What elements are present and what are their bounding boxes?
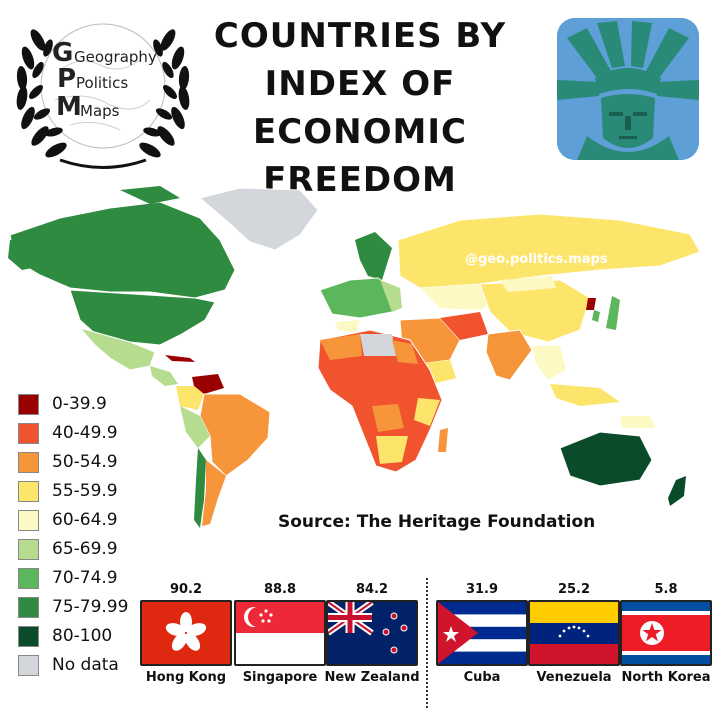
legend-label: 65-69.9 bbox=[52, 539, 118, 559]
legend-label: 55-59.9 bbox=[52, 481, 118, 501]
legend-swatch bbox=[18, 510, 39, 531]
legend-item: 75-79.99 bbox=[18, 595, 178, 619]
legend-swatch bbox=[18, 655, 39, 676]
venezuela-flag-icon bbox=[528, 600, 620, 666]
legend-label: 0-39.9 bbox=[52, 394, 107, 414]
legend-item: 70-74.9 bbox=[18, 566, 178, 590]
scandinavia bbox=[355, 232, 392, 280]
china bbox=[479, 279, 591, 343]
flag-score: 88.8 bbox=[263, 582, 297, 597]
legend-item: 0-39.9 bbox=[18, 392, 178, 416]
logo-letter-m: M bbox=[56, 92, 82, 122]
legend-label: 50-54.9 bbox=[52, 452, 118, 472]
logo-line-2: Politics bbox=[76, 74, 129, 92]
legend-item: 50-54.9 bbox=[18, 450, 178, 474]
gpm-logo: G Geography P Politics M Maps bbox=[0, 0, 210, 200]
india bbox=[485, 329, 533, 381]
source-label: Source: The Heritage Foundation bbox=[278, 512, 596, 532]
flag-score: 5.8 bbox=[654, 582, 678, 597]
flag-score: 25.2 bbox=[557, 582, 591, 597]
title-line-1: COUNTRIES BY bbox=[213, 16, 507, 56]
statue-of-liberty-icon bbox=[557, 18, 699, 160]
legend-swatch bbox=[18, 423, 39, 444]
logo-letter-g: G bbox=[52, 38, 74, 68]
legend-swatch bbox=[18, 597, 39, 618]
legend-label: No data bbox=[52, 655, 119, 675]
laurel-wreath-icon bbox=[16, 23, 190, 169]
divider bbox=[426, 578, 428, 708]
title-line-3: ECONOMIC FREEDOM bbox=[253, 112, 467, 200]
legend-item: 40-49.9 bbox=[18, 421, 178, 445]
flag-country-name: Singapore bbox=[242, 670, 318, 685]
new-zealand-flag-icon bbox=[326, 600, 418, 666]
cuba-flag-icon bbox=[436, 600, 528, 666]
legend-swatch bbox=[18, 452, 39, 473]
page-title: COUNTRIES BY INDEX OF ECONOMIC FREEDOM bbox=[170, 12, 550, 204]
legend-label: 70-74.9 bbox=[52, 568, 118, 588]
flag-country-name: North Korea bbox=[621, 670, 711, 685]
africa bbox=[317, 329, 443, 473]
australia bbox=[559, 431, 653, 487]
watermark: @geo.politics.maps bbox=[465, 252, 608, 267]
flag-country-name: New Zealand bbox=[324, 670, 420, 685]
legend-swatch bbox=[18, 481, 39, 502]
logo-line-1: Geography bbox=[74, 48, 157, 66]
flag-country-name: Cuba bbox=[463, 670, 501, 685]
legend-swatch bbox=[18, 626, 39, 647]
mexico bbox=[78, 327, 156, 371]
legend-swatch bbox=[18, 568, 39, 589]
logo-line-3: Maps bbox=[80, 102, 120, 120]
title-line-2: INDEX OF bbox=[264, 64, 456, 104]
legend-item: 80-100 bbox=[18, 624, 178, 648]
legend-item: 55-59.9 bbox=[18, 479, 178, 503]
legend-label: 75-79.99 bbox=[52, 597, 129, 617]
legend-label: 40-49.9 bbox=[52, 423, 118, 443]
legend-label: 80-100 bbox=[52, 626, 113, 646]
flag-score: 84.2 bbox=[355, 582, 389, 597]
logo-letter-p: P bbox=[57, 64, 77, 94]
canada bbox=[9, 201, 236, 299]
legend-swatch bbox=[18, 539, 39, 560]
north-korea-flag-icon bbox=[620, 600, 712, 666]
world-map bbox=[8, 186, 701, 528]
flag-score: 31.9 bbox=[465, 582, 499, 597]
legend-item: 60-64.9 bbox=[18, 508, 178, 532]
usa bbox=[69, 289, 216, 346]
legend-label: 60-64.9 bbox=[52, 510, 118, 530]
legend-swatch bbox=[18, 394, 39, 415]
legend-item: No data bbox=[18, 653, 178, 677]
singapore-flag-icon bbox=[234, 600, 326, 666]
flag-country-name: Venezuela bbox=[536, 670, 612, 685]
greenland bbox=[198, 187, 319, 251]
legend-item: 65-69.9 bbox=[18, 537, 178, 561]
